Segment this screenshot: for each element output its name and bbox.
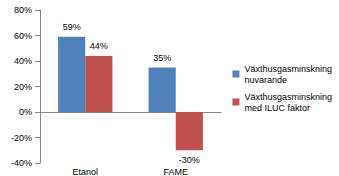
svg-text:med ILUC faktor: med ILUC faktor — [244, 103, 310, 113]
svg-text:60%: 60% — [14, 31, 32, 41]
svg-text:-40%: -40% — [11, 158, 32, 168]
svg-text:Etanol: Etanol — [72, 167, 98, 176]
svg-text:35%: 35% — [153, 53, 171, 63]
svg-text:-20%: -20% — [11, 133, 32, 143]
svg-text:59%: 59% — [63, 22, 81, 32]
svg-text:80%: 80% — [14, 5, 32, 15]
svg-text:Växthusgasminskning: Växthusgasminskning — [244, 64, 332, 74]
svg-text:20%: 20% — [14, 82, 32, 92]
svg-text:40%: 40% — [14, 56, 32, 66]
svg-text:nuvarande: nuvarande — [244, 75, 287, 85]
svg-text:FAME: FAME — [163, 167, 188, 176]
svg-text:44%: 44% — [90, 41, 108, 51]
svg-text:-30%: -30% — [179, 155, 200, 165]
svg-text:Växthusgasminskning: Växthusgasminskning — [244, 92, 332, 102]
svg-text:0%: 0% — [19, 107, 32, 117]
